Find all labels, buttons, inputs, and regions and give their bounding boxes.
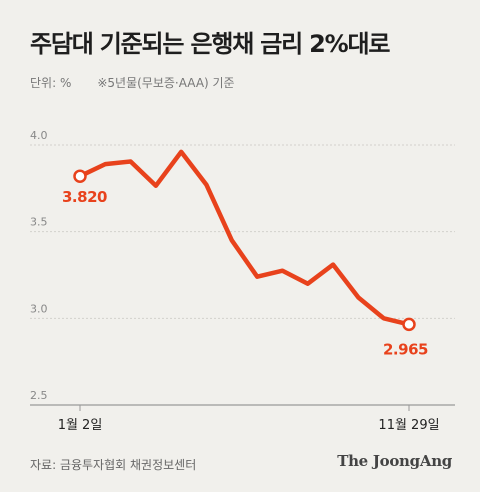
- brand-logo: The JoongAng: [337, 452, 452, 470]
- x-tick-label: 11월 29일: [378, 418, 439, 433]
- y-tick-label: 3.5: [30, 216, 48, 229]
- gridlines: [30, 144, 455, 406]
- data-label-first: 3.820: [62, 188, 107, 206]
- endpoint-markers: [73, 169, 416, 332]
- source-note: 자료: 금융투자협회 채권정보센터: [30, 458, 197, 472]
- y-tick-label: 4.0: [30, 129, 48, 142]
- page-title: 주담대 기준되는 은행채 금리 2%대로: [30, 30, 390, 58]
- unit-label: 단위: %: [30, 76, 72, 90]
- series-line: [77, 149, 412, 327]
- data-label-last: 2.965: [383, 340, 428, 358]
- y-tick-label: 2.5: [30, 389, 48, 402]
- y-tick-labels: 2.5 3.0 3.5 4.0: [30, 129, 48, 402]
- x-tick-labels: 1월 2일 11월 29일: [58, 418, 440, 433]
- data-labels: 3.820 2.965: [62, 188, 429, 358]
- data-point-marker: [73, 169, 87, 183]
- x-tick-label: 1월 2일: [58, 418, 103, 433]
- x-axis: [79, 405, 410, 411]
- data-point-marker: [402, 317, 416, 332]
- basis-note: ※5년물(무보증·AAA) 기준: [97, 76, 235, 90]
- y-tick-label: 3.0: [30, 302, 48, 315]
- unit-note: 단위: % ※5년물(무보증·AAA) 기준: [30, 74, 235, 91]
